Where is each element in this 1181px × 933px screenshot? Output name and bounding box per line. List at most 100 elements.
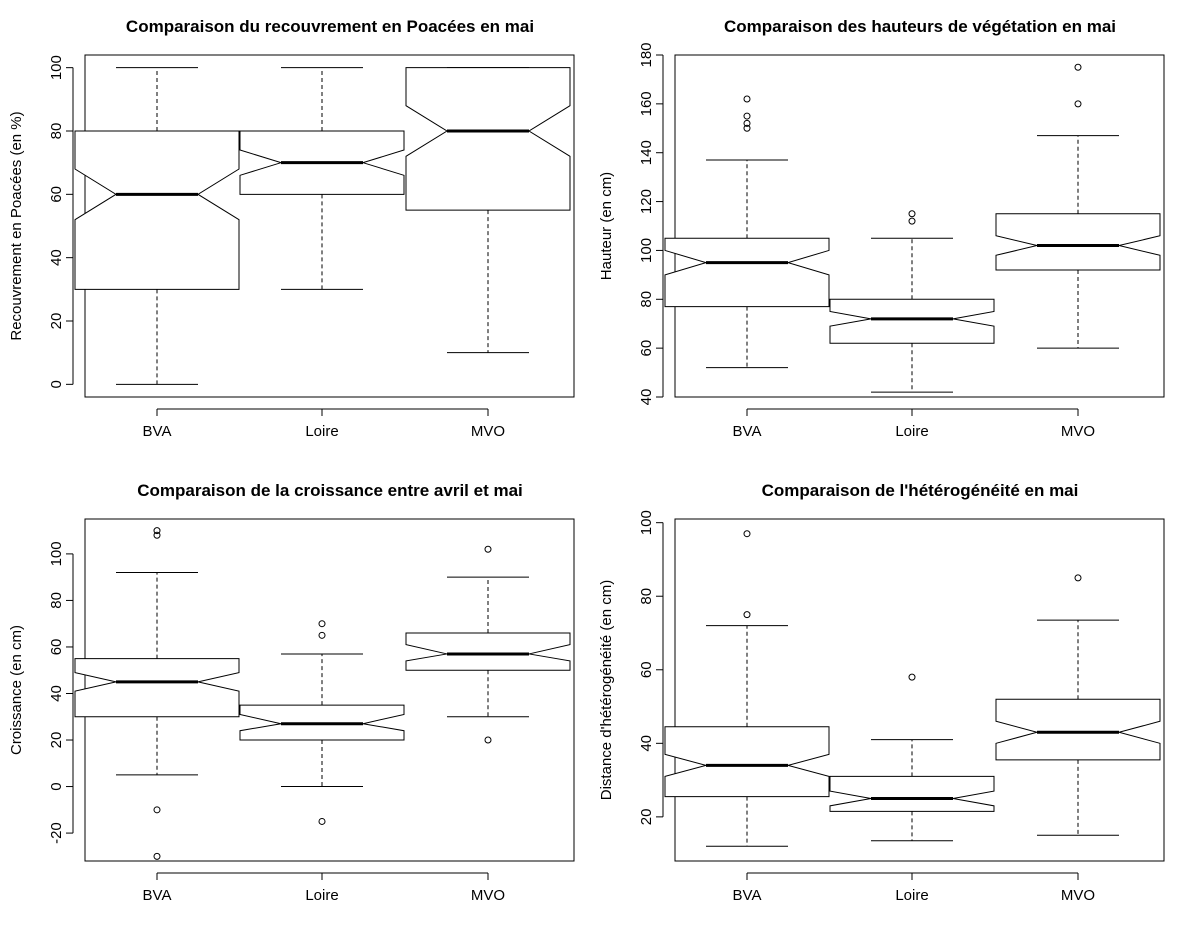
- box-body: [995, 698, 1161, 761]
- chart-panel-4: Comparaison de l'hétérogénéité en mai 20 4…: [590, 464, 1180, 928]
- y-tick-label: 140: [638, 140, 655, 165]
- outlier-point: [1074, 100, 1082, 108]
- y-tick-label: 120: [638, 189, 655, 214]
- y-tick-label: 60: [48, 639, 65, 656]
- y-tick-label: 40: [638, 389, 655, 406]
- y-tick-label: 40: [48, 249, 65, 266]
- outlier-point: [908, 210, 916, 218]
- outlier-point: [153, 527, 161, 535]
- x-tick-label: BVA: [733, 887, 762, 904]
- box-BVA: [664, 530, 830, 847]
- plot-frame: [674, 54, 1165, 398]
- x-tick-label: BVA: [143, 423, 172, 440]
- y-tick-label: 60: [48, 186, 65, 203]
- y-tick-label: 20: [48, 732, 65, 749]
- y-tick-label: 80: [48, 592, 65, 609]
- y-axis-label: Croissance (en cm): [8, 625, 25, 755]
- box-body: [664, 726, 830, 798]
- y-tick-label: 100: [48, 55, 65, 80]
- box-body: [829, 298, 995, 344]
- y-tick-label: 100: [638, 510, 655, 535]
- x-tick-label: BVA: [733, 423, 762, 440]
- outlier-point: [153, 806, 161, 814]
- box-body: [74, 658, 240, 718]
- x-tick-label: Loire: [305, 423, 338, 440]
- box-Loire: [239, 620, 405, 825]
- x-tick-label: Loire: [305, 887, 338, 904]
- box-MVO: [405, 545, 571, 744]
- x-tick-label: MVO: [471, 887, 505, 904]
- chart-title: Comparaison de l'hétérogénéité en mai: [762, 481, 1079, 500]
- outlier-point: [318, 817, 326, 825]
- y-tick-label: 40: [48, 685, 65, 702]
- box-Loire: [239, 67, 405, 290]
- outlier-point: [153, 531, 161, 539]
- outlier-point: [484, 545, 492, 553]
- y-tick-label: 100: [48, 541, 65, 566]
- outlier-point: [908, 673, 916, 681]
- outlier-point: [318, 620, 326, 628]
- box-body: [405, 632, 571, 671]
- x-tick-label: MVO: [1061, 887, 1095, 904]
- outlier-point: [743, 95, 751, 103]
- outlier-point: [743, 124, 751, 132]
- y-tick-label: 80: [638, 588, 655, 605]
- y-tick-label: 160: [638, 91, 655, 116]
- y-axis-label: Distance d'hétérogénéité (en cm): [598, 580, 615, 800]
- x-tick-label: MVO: [471, 423, 505, 440]
- box-body: [405, 67, 571, 211]
- chart-panel-3: Comparaison de la croissance entre avril…: [0, 464, 590, 928]
- y-tick-label: 100: [638, 238, 655, 263]
- y-tick-label: 20: [638, 809, 655, 826]
- outlier-point: [743, 611, 751, 619]
- chart-svg: Comparaison des hauteurs de végétation e…: [598, 17, 1165, 440]
- box-BVA: [74, 527, 240, 860]
- y-tick-label: 80: [638, 291, 655, 308]
- y-tick-label: -20: [48, 822, 65, 844]
- x-tick-label: Loire: [895, 423, 928, 440]
- y-tick-label: 180: [638, 42, 655, 67]
- box-body: [829, 775, 995, 812]
- chart-svg: Comparaison du recouvrement en Poacées e…: [8, 17, 575, 440]
- outlier-point: [1074, 574, 1082, 582]
- outlier-point: [1074, 63, 1082, 71]
- outlier-point: [908, 217, 916, 225]
- y-tick-label: 0: [48, 782, 65, 790]
- chart-title: Comparaison des hauteurs de végétation e…: [724, 17, 1116, 36]
- y-tick-label: 0: [48, 380, 65, 388]
- outlier-point: [153, 852, 161, 860]
- y-tick-label: 20: [48, 313, 65, 330]
- outlier-point: [318, 631, 326, 639]
- y-axis-label: Recouvrement en Poacées (en %): [8, 111, 25, 340]
- y-tick-label: 60: [638, 661, 655, 678]
- box-MVO: [405, 67, 571, 354]
- box-body: [664, 237, 830, 308]
- chart-svg: Comparaison de l'hétérogénéité en mai 20 4…: [598, 481, 1165, 904]
- box-MVO: [995, 63, 1161, 349]
- outlier-point: [743, 530, 751, 538]
- box-BVA: [664, 95, 830, 369]
- x-tick-label: MVO: [1061, 423, 1095, 440]
- y-tick-label: 40: [638, 735, 655, 752]
- box-Loire: [829, 673, 995, 842]
- y-tick-label: 80: [48, 123, 65, 140]
- chart-title: Comparaison du recouvrement en Poacées e…: [126, 17, 534, 36]
- outlier-point: [743, 112, 751, 120]
- box-body: [74, 130, 240, 290]
- outlier-point: [484, 736, 492, 744]
- x-tick-label: Loire: [895, 887, 928, 904]
- chart-panel-2: Comparaison des hauteurs de végétation e…: [590, 0, 1180, 464]
- chart-title: Comparaison de la croissance entre avril…: [137, 481, 523, 500]
- x-tick-label: BVA: [143, 887, 172, 904]
- box-MVO: [995, 574, 1161, 836]
- box-body: [995, 213, 1161, 271]
- outlier-point: [743, 119, 751, 127]
- chart-svg: Comparaison de la croissance entre avril…: [8, 481, 575, 904]
- chart-panel-1: Comparaison du recouvrement en Poacées e…: [0, 0, 590, 464]
- box-Loire: [829, 210, 995, 393]
- box-BVA: [74, 67, 240, 385]
- y-tick-label: 60: [638, 340, 655, 357]
- y-axis-label: Hauteur (en cm): [598, 172, 615, 280]
- plot-frame: [674, 518, 1165, 862]
